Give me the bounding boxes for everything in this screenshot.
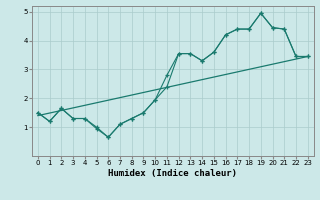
X-axis label: Humidex (Indice chaleur): Humidex (Indice chaleur) <box>108 169 237 178</box>
